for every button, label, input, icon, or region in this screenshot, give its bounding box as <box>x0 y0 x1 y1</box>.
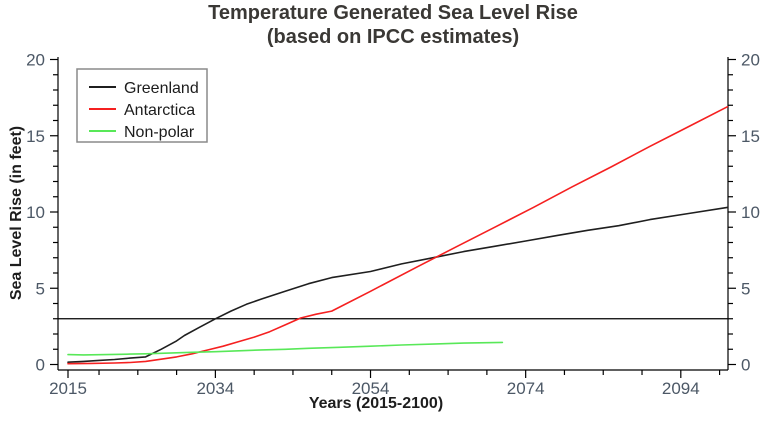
y-tick-label-right: 15 <box>741 127 760 146</box>
series-line-greenland <box>67 206 729 364</box>
series-line-non-polar <box>67 341 504 356</box>
x-tick-label: 2094 <box>662 379 700 398</box>
y-tick-label-left: 15 <box>26 127 45 146</box>
legend-label: Greenland <box>124 80 199 97</box>
y-tick-label-left: 20 <box>26 51 45 70</box>
y-tick-label-left: 0 <box>36 356 45 375</box>
series-line-antarctica <box>67 106 729 365</box>
x-tick-label: 2054 <box>352 379 390 398</box>
y-tick-label-right: 10 <box>741 203 760 222</box>
x-tick-label: 2034 <box>196 379 234 398</box>
legend-label: Antarctica <box>124 102 195 119</box>
x-axis-label: Years (2015-2100) <box>308 395 444 412</box>
y-tick-label-right: 5 <box>741 279 750 298</box>
chart-title-line1: Temperature Generated Sea Level Rise <box>208 2 578 24</box>
legend-box <box>76 68 208 143</box>
y-tick-label-left: 10 <box>26 203 45 222</box>
legend-label: Non-polar <box>124 124 195 141</box>
y-tick-label-right: 20 <box>741 51 760 70</box>
chart-title-line2: (based on IPCC estimates) <box>266 26 520 48</box>
x-tick-label: 2074 <box>507 379 545 398</box>
x-tick-label: 2015 <box>49 379 87 398</box>
y-tick-label-right: 0 <box>741 356 750 375</box>
y-tick-label-left: 5 <box>36 279 45 298</box>
